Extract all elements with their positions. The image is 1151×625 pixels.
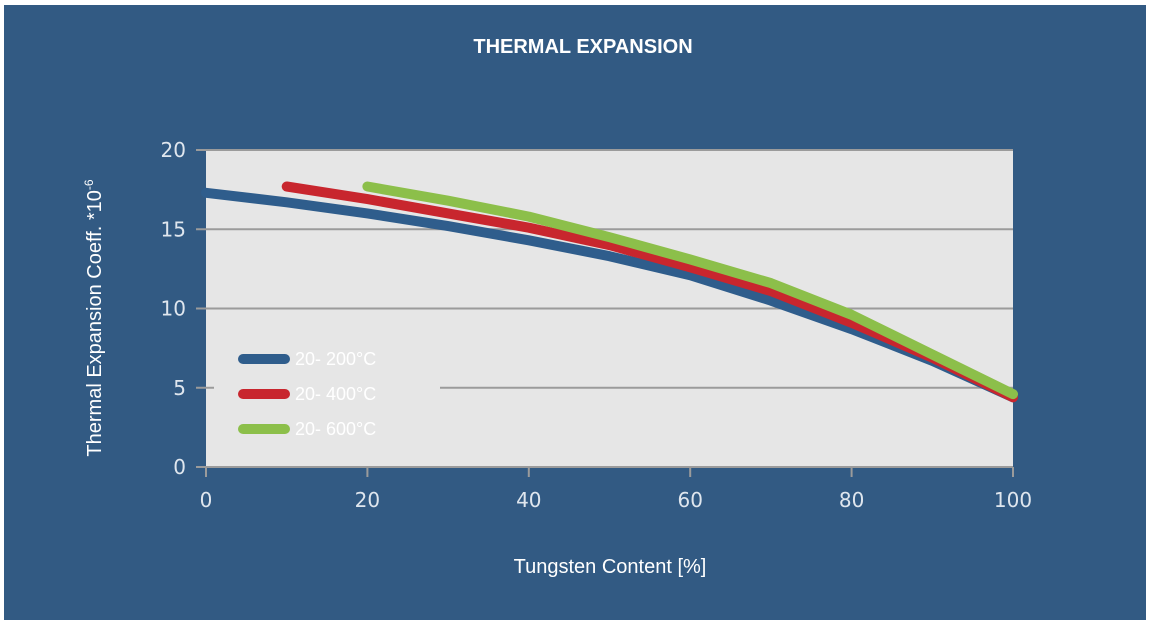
- legend-label-2: 20- 400°C: [295, 384, 376, 404]
- x-axis-label: Tungsten Content [%]: [514, 556, 707, 578]
- x-tick-label: 0: [200, 488, 213, 512]
- y-tick-label: 5: [173, 376, 186, 400]
- x-tick-label: 100: [994, 488, 1032, 512]
- y-axis-label-exponent: -6: [82, 179, 96, 190]
- x-tick-label: 80: [839, 488, 864, 512]
- y-tick-label: 0: [173, 455, 186, 479]
- x-tick-label: 40: [516, 488, 541, 512]
- x-tick-label: 60: [677, 488, 702, 512]
- y-tick-label: 15: [161, 217, 186, 241]
- y-tick-label: 20: [161, 138, 186, 162]
- legend-label-3: 20- 600°C: [295, 419, 376, 439]
- x-tick-label: 20: [355, 488, 380, 512]
- y-tick-label: 10: [161, 297, 186, 321]
- y-axis-label: Thermal Expansion Coeff. *10-6: [82, 179, 106, 456]
- y-axis-label-text: Thermal Expansion Coeff. *10: [84, 190, 106, 456]
- legend-label-1: 20- 200°C: [295, 349, 376, 369]
- plot-layer: 0 5 10 15 20 0 20 40 60 80 100 20- 200°C 20- 400°C 20…: [161, 138, 1033, 512]
- series-line-3: [362, 181, 1018, 400]
- chart-title: THERMAL EXPANSION: [473, 36, 692, 58]
